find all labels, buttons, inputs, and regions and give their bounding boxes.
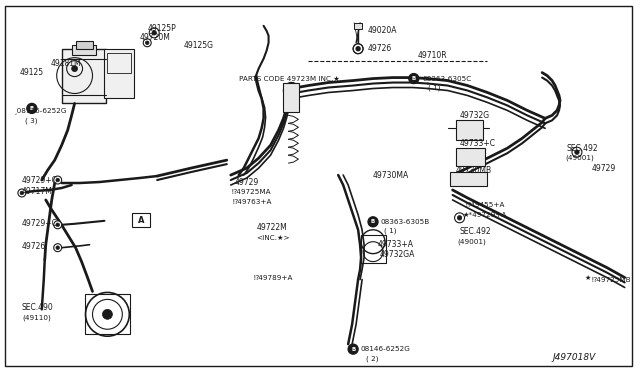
Circle shape (458, 216, 462, 220)
Bar (354, 23, 362, 29)
Circle shape (572, 147, 582, 157)
Text: <INC.★>: <INC.★> (257, 235, 291, 241)
Text: 49726: 49726 (368, 44, 392, 53)
Text: ★*49729+A: ★*49729+A (463, 212, 507, 218)
Text: B: B (412, 76, 416, 81)
Text: 49722M: 49722M (257, 223, 287, 232)
Text: ¸08146-6252G: ¸08146-6252G (14, 107, 67, 114)
Text: PARTS CODE 49723M INC.★: PARTS CODE 49723M INC.★ (239, 76, 339, 81)
Text: (49001): (49001) (458, 238, 486, 245)
Circle shape (54, 176, 61, 184)
Text: SEC.492: SEC.492 (567, 144, 598, 153)
Bar (284, 83, 300, 112)
Circle shape (56, 178, 60, 182)
Bar (84, 294, 131, 334)
Text: 49125G: 49125G (184, 41, 214, 50)
Text: SEC.492: SEC.492 (460, 227, 491, 236)
Text: 49181M: 49181M (51, 59, 81, 68)
Text: ⁉49455+A: ⁉49455+A (465, 202, 505, 208)
Bar (191, 36, 460, 339)
Circle shape (285, 99, 298, 111)
Bar (450, 172, 488, 186)
Circle shape (575, 150, 579, 154)
Text: 49710R: 49710R (418, 51, 447, 60)
Text: ⁉49725MA: ⁉49725MA (232, 189, 271, 195)
Text: 49726: 49726 (22, 242, 46, 251)
Text: ⁉49725MB: ⁉49725MB (592, 276, 632, 282)
Bar (231, 76, 420, 339)
Text: 49729: 49729 (592, 164, 616, 173)
Circle shape (20, 191, 24, 195)
Text: ★: ★ (585, 275, 591, 280)
Bar (452, 96, 542, 260)
Circle shape (27, 103, 37, 113)
Circle shape (149, 28, 159, 38)
Text: ⁉49763+A: ⁉49763+A (233, 199, 272, 205)
Text: 49729+C: 49729+C (22, 176, 58, 185)
Text: J497018V: J497018V (552, 353, 595, 362)
Circle shape (152, 31, 156, 35)
Circle shape (454, 213, 465, 223)
Text: 49733+A: 49733+A (378, 240, 414, 249)
Text: B: B (351, 347, 355, 352)
Bar (456, 148, 485, 166)
Text: 49729: 49729 (235, 177, 259, 186)
Text: 49720M: 49720M (140, 33, 170, 42)
Circle shape (102, 310, 113, 319)
Text: B: B (29, 106, 34, 111)
Text: A: A (138, 216, 145, 225)
Bar (61, 49, 106, 103)
Text: (49110): (49110) (22, 314, 51, 321)
Text: B: B (371, 219, 375, 224)
Text: ( 1): ( 1) (384, 228, 396, 234)
Text: (49001): (49001) (565, 155, 594, 161)
Text: 49125P: 49125P (147, 24, 176, 33)
Text: SEC.490: SEC.490 (22, 303, 54, 312)
Text: ( 2): ( 2) (366, 356, 378, 362)
Circle shape (409, 74, 419, 84)
Bar (542, 195, 621, 235)
Circle shape (356, 47, 360, 51)
Text: 49717M: 49717M (22, 187, 52, 196)
Bar (104, 49, 134, 99)
Bar (76, 41, 93, 49)
Text: ( 1): ( 1) (428, 84, 440, 91)
Bar (456, 121, 483, 140)
Circle shape (284, 83, 300, 99)
Text: 49732G: 49732G (460, 111, 490, 120)
Text: ( 3): ( 3) (25, 117, 37, 124)
Text: 49732GA: 49732GA (380, 250, 415, 259)
Bar (132, 213, 150, 227)
Circle shape (56, 223, 60, 227)
Bar (72, 45, 97, 55)
Circle shape (18, 189, 26, 197)
Text: 49730MB: 49730MB (456, 166, 492, 174)
Text: 08363-6305C: 08363-6305C (423, 76, 472, 81)
Circle shape (54, 221, 61, 229)
Circle shape (54, 244, 61, 251)
Text: 49729+C: 49729+C (22, 219, 58, 228)
Text: 49730MA: 49730MA (373, 170, 409, 180)
Circle shape (56, 246, 60, 250)
Circle shape (143, 39, 151, 47)
Circle shape (145, 41, 149, 45)
Bar (361, 235, 386, 263)
Circle shape (348, 344, 358, 354)
Text: 49020A: 49020A (368, 26, 397, 35)
Text: 08363-6305B: 08363-6305B (381, 219, 430, 225)
Circle shape (72, 65, 77, 71)
Circle shape (368, 217, 378, 227)
Text: 08146-6252G: 08146-6252G (360, 346, 410, 352)
Text: ⁉49789+A: ⁉49789+A (253, 275, 293, 280)
Text: 49125: 49125 (20, 68, 44, 77)
Text: 49733+C: 49733+C (460, 139, 495, 148)
Bar (108, 53, 131, 73)
